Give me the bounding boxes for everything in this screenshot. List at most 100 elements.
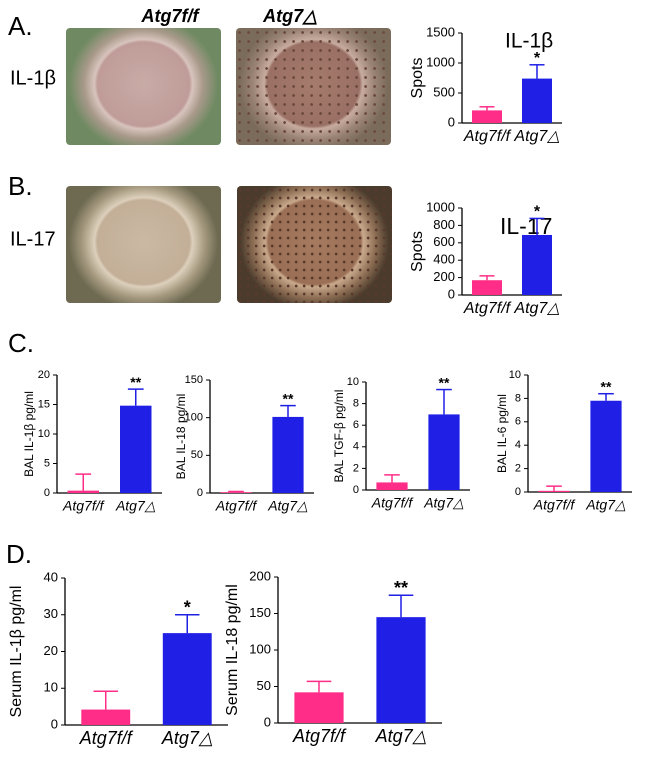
y-tick-label: 8 (353, 398, 359, 410)
significance: * (534, 204, 541, 221)
y-tick-label: 400 (433, 252, 455, 267)
elispot-photo (237, 186, 392, 303)
x-tick-label: Atg7f/f (463, 300, 512, 317)
elispot-photo (66, 186, 221, 303)
x-tick-label: Atg7f/f (62, 498, 106, 514)
bar (120, 405, 152, 493)
y-tick-label: 6 (515, 416, 521, 428)
significance: ** (439, 374, 450, 390)
y-tick-label: 0 (515, 486, 521, 498)
y-tick-label: 1000 (426, 54, 455, 69)
x-tick-label: Atg7△ (585, 497, 626, 513)
y-tick-label: 2 (515, 463, 521, 475)
y-tick-label: 0 (264, 714, 271, 729)
y-tick-label: 0 (44, 487, 50, 499)
bar (522, 78, 552, 123)
bar (81, 709, 131, 725)
y-tick-label: 5 (44, 457, 50, 469)
bar (472, 280, 502, 295)
y-axis-label: BAL IL-6 pg/ml (495, 394, 509, 473)
y-tick-label: 600 (433, 234, 455, 249)
bar (590, 400, 622, 492)
row-label: IL-1β (10, 67, 56, 89)
y-tick-label: 200 (249, 568, 271, 583)
x-tick-label: Atg7f/f (215, 498, 259, 514)
significance: ** (283, 390, 294, 406)
x-tick-label: Atg7f/f (533, 497, 577, 513)
y-tick-label: 15 (38, 398, 50, 410)
y-tick-label: 150 (249, 605, 271, 620)
y-tick-label: 0 (197, 487, 203, 499)
significance: * (534, 50, 541, 67)
x-tick-label: Atg7△ (513, 300, 559, 317)
x-tick-label: Atg7△ (161, 728, 213, 748)
panel-label: D. (6, 539, 32, 569)
bar (428, 414, 460, 490)
y-axis-label: BAL TGF-β pg/ml (332, 390, 346, 483)
y-tick-label: 20 (38, 369, 50, 381)
significance: ** (394, 578, 408, 598)
x-tick-label: Atg7△ (423, 495, 464, 511)
y-tick-label: 150 (185, 374, 203, 386)
significance: ** (130, 374, 141, 390)
y-tick-label: 0 (448, 286, 455, 301)
y-tick-label: 10 (509, 369, 521, 381)
y-tick-label: 500 (433, 84, 455, 99)
y-tick-label: 2 (353, 462, 359, 474)
row-label: IL-17 (10, 228, 56, 250)
panel-label: C. (8, 328, 34, 358)
y-axis-label: BAL IL-1β pg/ml (22, 391, 36, 477)
chart-title: IL-1β (505, 30, 553, 53)
column-header: Atg7f/f (141, 6, 201, 26)
y-tick-label: 50 (257, 678, 271, 693)
y-tick-label: 4 (515, 439, 521, 451)
bar (522, 234, 552, 295)
x-tick-label: Atg7f/f (79, 728, 134, 748)
panel-label: A. (8, 11, 33, 41)
y-tick-label: 100 (249, 641, 271, 656)
y-tick-label: 1000 (426, 199, 455, 214)
y-tick-label: 4 (353, 441, 359, 453)
x-tick-label: Atg7△ (115, 498, 156, 514)
x-tick-label: Atg7f/f (292, 726, 347, 746)
y-axis-label: BAL IL-18 pg/ml (174, 394, 188, 480)
y-tick-label: 0 (448, 114, 455, 129)
panel-label: B. (8, 171, 33, 201)
x-tick-label: Atg7f/f (371, 495, 415, 511)
y-tick-label: 0 (51, 716, 58, 731)
y-tick-label: 1500 (426, 24, 455, 39)
x-tick-label: Atg7△ (267, 498, 308, 514)
x-tick-label: Atg7f/f (463, 128, 512, 145)
bar (376, 617, 426, 723)
y-tick-label: 800 (433, 217, 455, 232)
y-axis-label: Spots (409, 231, 426, 272)
y-tick-label: 30 (44, 606, 58, 621)
elispot-photo (66, 28, 221, 145)
column-header: Atg7△ (262, 6, 317, 26)
bar (220, 492, 252, 493)
x-tick-label: Atg7△ (513, 128, 559, 145)
y-tick-label: 200 (433, 269, 455, 284)
y-axis-label: Serum IL-18 pg/ml (224, 584, 241, 716)
y-tick-label: 8 (515, 392, 521, 404)
y-tick-label: 40 (44, 569, 58, 584)
bar (162, 633, 212, 725)
significance: * (184, 598, 191, 618)
bar (294, 692, 344, 723)
y-axis-label: Serum IL-1β pg/ml (8, 586, 25, 718)
bar (67, 490, 99, 493)
y-tick-label: 100 (185, 412, 203, 424)
elispot-photo (236, 28, 391, 145)
y-tick-label: 6 (353, 419, 359, 431)
bar (376, 482, 408, 490)
bar (472, 110, 502, 123)
y-tick-label: 10 (347, 376, 359, 388)
x-tick-label: Atg7△ (375, 726, 427, 746)
y-tick-label: 20 (44, 643, 58, 658)
bar (538, 490, 570, 492)
y-tick-label: 0 (353, 484, 359, 496)
chart-title: IL-17 (500, 213, 552, 239)
significance: ** (601, 378, 612, 394)
